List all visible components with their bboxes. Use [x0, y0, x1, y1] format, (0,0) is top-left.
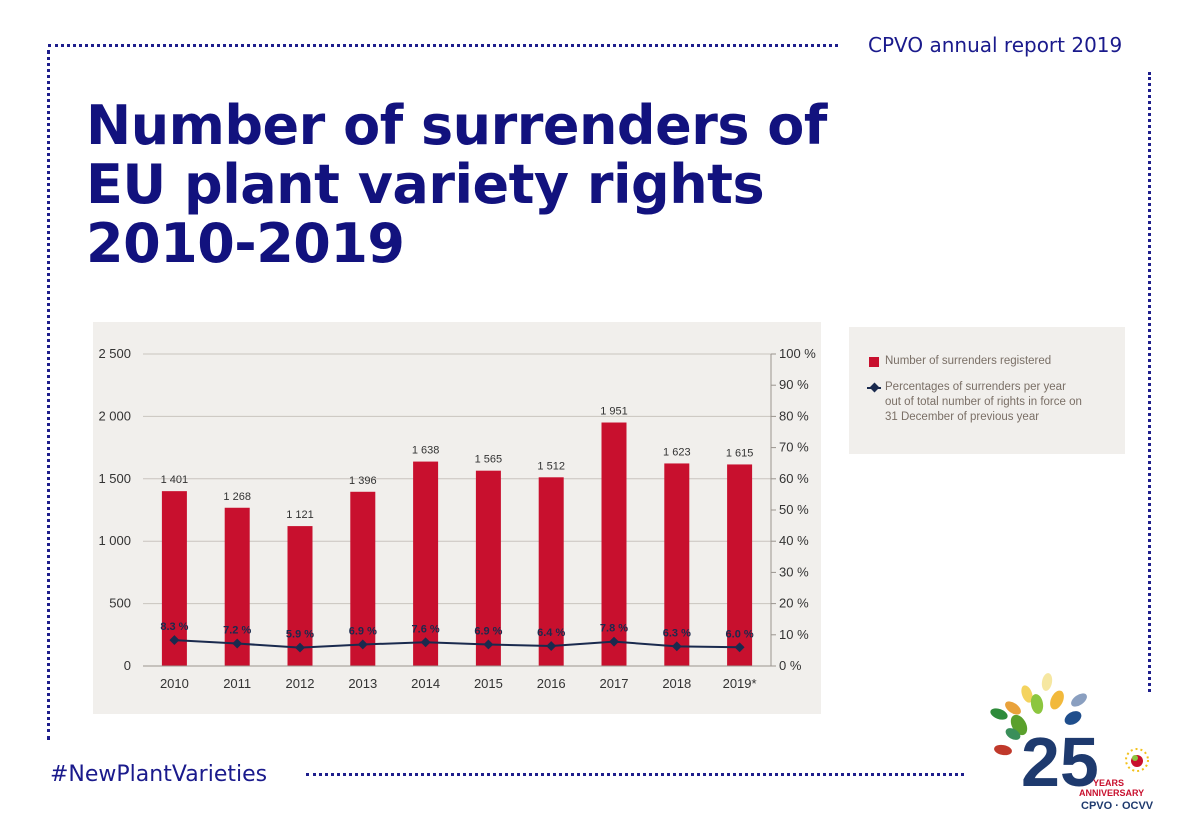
- report-label: CPVO annual report 2019: [868, 33, 1123, 57]
- bar-value-label: 1 638: [412, 445, 440, 457]
- bar-value-label: 1 951: [600, 406, 628, 418]
- page-title: Number of surrenders of EU plant variety…: [86, 96, 827, 273]
- bar: [413, 461, 439, 666]
- line-point: [483, 639, 494, 650]
- line-point: [169, 635, 180, 646]
- legend-line-label-3: 31 December of previous year: [885, 411, 1040, 423]
- legend-line-label-2: out of total number of rights in force o…: [885, 396, 1082, 408]
- title-line-1: Number of surrenders of: [86, 94, 827, 157]
- line-value-label: 7.6 %: [412, 623, 440, 635]
- left-axis-layer: 0 500 1 000 1 500 2 000 2 500: [98, 346, 131, 673]
- hashtag-link[interactable]: #NewPlantVarieties: [50, 762, 268, 787]
- y-right-tick-label: 40 %: [779, 533, 809, 548]
- bottom-dotted-rule: [306, 773, 964, 776]
- title-line-3: 2010-2019: [86, 212, 405, 275]
- line-value-label: 8.3 %: [160, 621, 188, 633]
- bar-value-label: 1 565: [475, 454, 503, 466]
- bar-value-label: 1 268: [223, 491, 251, 503]
- y-right-tick-label: 20 %: [779, 596, 809, 611]
- y-right-tick-label: 90 %: [779, 377, 809, 392]
- logo-anniversary-text: ANNIVERSARY: [1079, 788, 1144, 798]
- bar-value-label: 1 615: [726, 447, 754, 459]
- y-right-tick-label: 80 %: [779, 408, 809, 423]
- number-25-icon: 25: [1021, 723, 1099, 801]
- bar-value-label: 1 401: [161, 474, 189, 486]
- line-value-label: 6.4 %: [537, 627, 565, 639]
- logo-org-text: CPVO · OCVV: [1081, 800, 1154, 812]
- x-tick-label: 2019*: [723, 676, 757, 691]
- svg-text:25: 25: [1021, 723, 1099, 801]
- line-point: [609, 636, 619, 647]
- eu-stars-icon: [1125, 748, 1149, 772]
- x-tick-label: 2018: [662, 676, 691, 691]
- bar: [538, 477, 564, 666]
- title-line-2: EU plant variety rights: [86, 153, 765, 216]
- y-right-tick-label: 100 %: [779, 346, 816, 361]
- bar-label-layer: 1 401 1 268 1 121 1 396 1 638 1 565 1 512 1 951…: [161, 406, 754, 522]
- y-right-tick-label: 30 %: [779, 564, 809, 579]
- left-dotted-rule: [47, 50, 50, 740]
- line-point: [734, 642, 745, 653]
- leaf-icons: [990, 673, 1087, 756]
- x-tick-label: 2014: [411, 676, 440, 691]
- bar: [475, 470, 501, 666]
- legend-line-label-1: Percentages of surrenders per year: [885, 381, 1066, 393]
- line-value-label: 6.0 %: [726, 628, 754, 640]
- bar: [350, 491, 376, 666]
- x-tick-label: 2016: [537, 676, 566, 691]
- y-right-tick-label: 60 %: [779, 471, 809, 486]
- y-right-tick-label: 10 %: [779, 627, 809, 642]
- line-value-label: 6.9 %: [474, 625, 502, 637]
- x-tick-label: 2011: [223, 676, 251, 691]
- chart-panel: 0 500 1 000 1 500 2 000 2 500 0 % 10 % 20 % 30 %…: [93, 322, 821, 714]
- legend-bar-swatch: [869, 357, 879, 367]
- line-value-label: 7.8 %: [600, 623, 628, 635]
- line-point: [232, 638, 243, 649]
- bar-value-label: 1 121: [286, 509, 314, 521]
- legend-item-bars: Number of surrenders registered: [869, 354, 1051, 369]
- line-layer: 8.3 % 7.2 % 5.9 % 6.9 % 7.6 % 6.9 % 6.4 % 7.8 %…: [160, 621, 754, 653]
- line-value-label: 6.9 %: [349, 625, 377, 637]
- bar: [727, 464, 753, 666]
- line-point: [357, 639, 368, 650]
- line-value-label: 7.2 %: [223, 625, 251, 637]
- y-left-tick-label: 500: [109, 596, 131, 611]
- legend: Number of surrenders registered Percenta…: [849, 327, 1125, 454]
- top-dotted-rule: [48, 44, 838, 47]
- right-axis-layer: 0 % 10 % 20 % 30 % 40 % 50 % 60 % 70 % 80 % 90 % 1…: [770, 346, 816, 673]
- line-point: [671, 641, 682, 652]
- y-right-tick-label: 50 %: [779, 502, 809, 517]
- line-point: [546, 641, 557, 651]
- bar-value-label: 1 396: [349, 475, 377, 487]
- legend-bars-label: Number of surrenders registered: [885, 355, 1052, 367]
- line-value-label: 5.9 %: [286, 629, 314, 641]
- line-value-label: 6.3 %: [663, 627, 691, 639]
- y-right-tick-label: 70 %: [779, 440, 809, 455]
- x-tick-label: 2013: [348, 676, 377, 691]
- bar-value-label: 1 512: [537, 460, 565, 472]
- x-tick-label: 2012: [286, 676, 315, 691]
- y-left-tick-label: 1 500: [98, 471, 131, 486]
- y-left-tick-label: 2 500: [98, 346, 131, 361]
- bar: [664, 463, 690, 666]
- x-axis-layer: 2010 2011 2012 2013 2014 2015 2016 2017 2018 2019…: [143, 665, 771, 691]
- x-tick-label: 2017: [600, 676, 629, 691]
- y-right-tick-label: 0 %: [779, 658, 802, 673]
- x-tick-label: 2015: [474, 676, 503, 691]
- logo-years-text: YEARS: [1093, 778, 1124, 788]
- legend-item-line: Percentages of surrenders per year out o…: [867, 380, 1082, 425]
- y-left-tick-label: 2 000: [98, 408, 131, 423]
- bar-value-label: 1 623: [663, 446, 691, 458]
- percentage-line: [174, 639, 740, 649]
- anniversary-logo: 25 YEARS ANNIVERSARY CPVO · OCVV: [990, 673, 1154, 812]
- line-point: [420, 637, 431, 648]
- bar: [601, 422, 627, 666]
- surrenders-chart: 0 500 1 000 1 500 2 000 2 500 0 % 10 % 20 % 30 %…: [98, 346, 816, 691]
- y-left-tick-label: 0: [124, 658, 131, 673]
- legend-marker-swatch: [869, 382, 880, 393]
- x-tick-label: 2010: [160, 676, 189, 691]
- y-left-tick-label: 1 000: [98, 533, 131, 548]
- right-dotted-rule: [1148, 72, 1151, 692]
